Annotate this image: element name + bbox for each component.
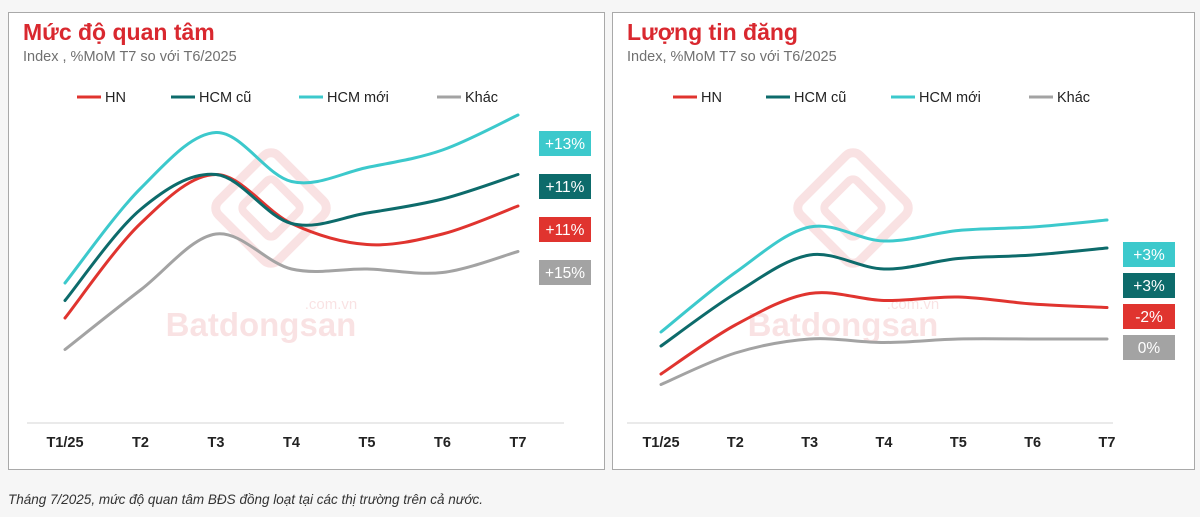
legend-label: HCM mới bbox=[327, 90, 389, 106]
legend-label: HN bbox=[105, 90, 126, 106]
chart-subtitle: Index , %MoM T7 so với T6/2025 bbox=[23, 49, 237, 65]
legend-label: Khác bbox=[465, 90, 498, 106]
x-tick-label: T5 bbox=[950, 435, 967, 451]
end-value-label: 0% bbox=[1123, 335, 1175, 360]
end-value-text: +3% bbox=[1133, 278, 1165, 295]
end-value-badge bbox=[539, 260, 591, 285]
end-value-label: -2% bbox=[1123, 304, 1175, 329]
legend-label: Khác bbox=[1057, 90, 1090, 106]
legend: HN HCM cũ HCM mới Khác bbox=[673, 90, 1090, 106]
x-tick-label: T2 bbox=[132, 435, 149, 451]
x-tick-label: T4 bbox=[876, 435, 893, 451]
x-tick-label: T7 bbox=[1099, 435, 1116, 451]
x-tick-label: T5 bbox=[359, 435, 376, 451]
chart-panel-interest: Mức độ quan tâm Index , %MoM T7 so với T… bbox=[8, 12, 605, 470]
legend-item: HN bbox=[77, 90, 126, 106]
x-tick-label: T4 bbox=[283, 435, 300, 451]
end-value-badge bbox=[539, 131, 591, 156]
x-tick-label: T3 bbox=[801, 435, 818, 451]
series-line bbox=[659, 218, 1109, 334]
x-tick-label: T2 bbox=[727, 435, 744, 451]
watermark-brand: Batdongsan bbox=[166, 306, 357, 343]
figure-caption: Tháng 7/2025, mức độ quan tâm BĐS đồng l… bbox=[8, 492, 483, 507]
end-value-badge bbox=[539, 217, 591, 242]
legend-label: HCM mới bbox=[919, 90, 981, 106]
legend-item: HCM mới bbox=[891, 90, 981, 106]
legend-item: Khác bbox=[1029, 90, 1090, 106]
end-value-text: +11% bbox=[546, 179, 585, 196]
legend-item: HN bbox=[673, 90, 722, 106]
series-line bbox=[63, 172, 520, 320]
end-value-text: +3% bbox=[1133, 247, 1165, 264]
x-tick-label: T1/25 bbox=[642, 435, 679, 451]
x-tick-label: T6 bbox=[1024, 435, 1041, 451]
series-line bbox=[659, 337, 1109, 386]
watermark-brand: Batdongsan bbox=[748, 306, 939, 343]
series-line bbox=[659, 246, 1109, 348]
end-value-label: +11% bbox=[539, 217, 591, 242]
legend-label: HCM cũ bbox=[794, 90, 846, 106]
chart-panel-listings: Lượng tin đăng Index, %MoM T7 so với T6/… bbox=[612, 12, 1195, 470]
chart-subtitle: Index, %MoM T7 so với T6/2025 bbox=[627, 49, 837, 65]
legend-item: Khác bbox=[437, 90, 498, 106]
x-tick-label: T1/25 bbox=[46, 435, 83, 451]
end-value-text: -2% bbox=[1135, 309, 1163, 326]
x-tick-label: T3 bbox=[208, 435, 225, 451]
series-line bbox=[63, 172, 520, 302]
legend: HN HCM cũ HCM mới Khác bbox=[77, 90, 498, 106]
end-value-label: +15% bbox=[539, 260, 591, 285]
series-line bbox=[659, 291, 1109, 376]
series-line bbox=[63, 232, 520, 351]
end-value-text: +15% bbox=[545, 265, 585, 282]
end-value-label: +3% bbox=[1123, 273, 1175, 298]
legend-label: HCM cũ bbox=[199, 90, 251, 106]
end-value-badge bbox=[539, 174, 591, 199]
end-value-badge bbox=[1123, 242, 1175, 267]
end-value-text: 0% bbox=[1138, 340, 1161, 357]
end-value-badge bbox=[1123, 304, 1175, 329]
x-tick-label: T7 bbox=[510, 435, 527, 451]
end-value-label: +13% bbox=[539, 131, 591, 156]
chart-title: Mức độ quan tâm bbox=[23, 19, 215, 45]
end-value-label: +11% bbox=[539, 174, 591, 199]
legend-label: HN bbox=[701, 90, 722, 106]
watermark-domain: .com.vn bbox=[305, 296, 358, 313]
legend-item: HCM cũ bbox=[171, 90, 251, 106]
legend-item: HCM cũ bbox=[766, 90, 846, 106]
end-value-badge bbox=[1123, 273, 1175, 298]
chart-title: Lượng tin đăng bbox=[627, 19, 798, 45]
legend-item: HCM mới bbox=[299, 90, 389, 106]
end-value-text: +11% bbox=[546, 222, 585, 239]
x-tick-label: T6 bbox=[434, 435, 451, 451]
end-value-label: +3% bbox=[1123, 242, 1175, 267]
series-line bbox=[63, 113, 520, 285]
end-value-badge bbox=[1123, 335, 1175, 360]
end-value-text: +13% bbox=[545, 136, 585, 153]
